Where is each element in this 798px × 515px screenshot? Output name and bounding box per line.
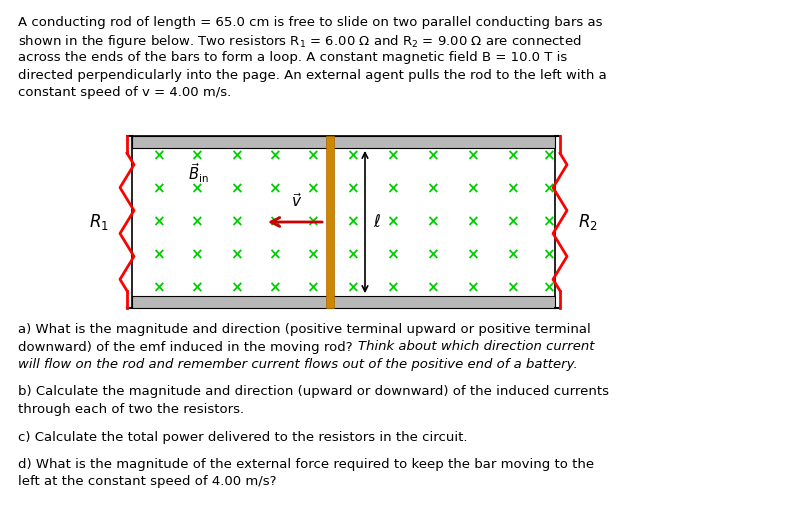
Text: ×: ×: [190, 181, 203, 197]
Text: ×: ×: [152, 281, 164, 296]
Bar: [132, 136, 555, 148]
Text: ×: ×: [465, 248, 478, 263]
Bar: [326, 136, 334, 308]
Text: across the ends of the bars to form a loop. A constant magnetic field B = 10.0 T: across the ends of the bars to form a lo…: [18, 51, 567, 64]
Text: ×: ×: [506, 248, 519, 263]
Text: ×: ×: [542, 181, 555, 197]
Text: ×: ×: [190, 248, 203, 263]
Text: ×: ×: [346, 148, 358, 163]
Text: ×: ×: [465, 148, 478, 163]
Text: ×: ×: [230, 281, 243, 296]
Text: ×: ×: [306, 281, 318, 296]
Text: $\ell$: $\ell$: [373, 213, 381, 231]
Text: ×: ×: [385, 281, 398, 296]
Text: ×: ×: [542, 148, 555, 163]
Text: ×: ×: [346, 181, 358, 197]
Text: ×: ×: [306, 181, 318, 197]
Text: ×: ×: [152, 215, 164, 230]
Text: ×: ×: [152, 248, 164, 263]
Text: ×: ×: [346, 215, 358, 230]
Text: ×: ×: [152, 181, 164, 197]
Text: ×: ×: [306, 148, 318, 163]
Text: downward) of the emf induced in the moving rod?: downward) of the emf induced in the movi…: [18, 340, 357, 353]
Text: ×: ×: [267, 281, 280, 296]
Text: ×: ×: [267, 148, 280, 163]
Text: ×: ×: [465, 181, 478, 197]
Text: ×: ×: [267, 181, 280, 197]
Text: left at the constant speed of 4.00 m/s?: left at the constant speed of 4.00 m/s?: [18, 475, 276, 489]
Text: ×: ×: [506, 215, 519, 230]
Text: ×: ×: [465, 215, 478, 230]
Text: ×: ×: [267, 248, 280, 263]
Text: a) What is the magnitude and direction (positive terminal upward or positive ter: a) What is the magnitude and direction (…: [18, 323, 591, 336]
Text: ×: ×: [385, 248, 398, 263]
Text: ×: ×: [346, 248, 358, 263]
Text: will flow on the rod and remember current flows out of the positive end of a bat: will flow on the rod and remember curren…: [18, 358, 578, 371]
Text: ×: ×: [230, 181, 243, 197]
Text: ×: ×: [230, 148, 243, 163]
Text: b) Calculate the magnitude and direction (upward or downward) of the induced cur: b) Calculate the magnitude and direction…: [18, 386, 609, 399]
Text: ×: ×: [267, 215, 280, 230]
Text: $\vec{v}$: $\vec{v}$: [291, 192, 302, 210]
Text: directed perpendicularly into the page. An external agent pulls the rod to the l: directed perpendicularly into the page. …: [18, 68, 606, 81]
Text: ×: ×: [425, 148, 438, 163]
Text: ×: ×: [306, 248, 318, 263]
Text: ×: ×: [506, 148, 519, 163]
Text: ×: ×: [152, 148, 164, 163]
Text: constant speed of v = 4.00 m/s.: constant speed of v = 4.00 m/s.: [18, 86, 231, 99]
Text: ×: ×: [385, 148, 398, 163]
Text: $R_1$: $R_1$: [89, 212, 109, 232]
Text: ×: ×: [542, 281, 555, 296]
Text: ×: ×: [190, 148, 203, 163]
Text: Think about which direction current: Think about which direction current: [358, 340, 595, 353]
Text: ×: ×: [425, 215, 438, 230]
Text: ×: ×: [385, 181, 398, 197]
Text: through each of two the resistors.: through each of two the resistors.: [18, 403, 244, 416]
Text: shown in the figure below. Two resistors R$_1$ = 6.00 $\Omega$ and R$_2$ = 9.00 : shown in the figure below. Two resistors…: [18, 33, 582, 50]
Bar: [132, 136, 555, 308]
Text: ×: ×: [542, 215, 555, 230]
Text: $\vec{B}_{\mathrm{in}}$: $\vec{B}_{\mathrm{in}}$: [188, 161, 208, 185]
Bar: [132, 296, 555, 308]
Text: c) Calculate the total power delivered to the resistors in the circuit.: c) Calculate the total power delivered t…: [18, 431, 468, 443]
Text: ×: ×: [385, 215, 398, 230]
Text: ×: ×: [190, 281, 203, 296]
Text: A conducting rod of length = 65.0 cm is free to slide on two parallel conducting: A conducting rod of length = 65.0 cm is …: [18, 16, 602, 29]
Text: d) What is the magnitude of the external force required to keep the bar moving t: d) What is the magnitude of the external…: [18, 458, 595, 471]
Text: ×: ×: [506, 181, 519, 197]
Text: ×: ×: [190, 215, 203, 230]
Text: ×: ×: [230, 248, 243, 263]
Text: ×: ×: [542, 248, 555, 263]
Text: ×: ×: [230, 215, 243, 230]
Text: ×: ×: [465, 281, 478, 296]
Text: $R_2$: $R_2$: [578, 212, 598, 232]
Text: ×: ×: [425, 181, 438, 197]
Text: ×: ×: [506, 281, 519, 296]
Text: ×: ×: [306, 215, 318, 230]
Text: ×: ×: [425, 281, 438, 296]
Text: ×: ×: [346, 281, 358, 296]
Text: ×: ×: [425, 248, 438, 263]
